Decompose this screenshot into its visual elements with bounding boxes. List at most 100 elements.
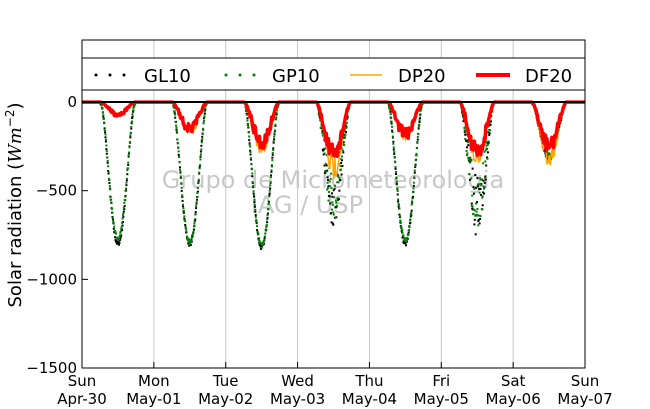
point-gl10-d1-52 — [194, 218, 197, 221]
point-gp10-d1-27 — [183, 215, 186, 218]
point-gl10-d3-59 — [341, 159, 344, 162]
point-gp10-d0-8 — [103, 121, 106, 124]
legend: GL10 GP10 DP20 DF20 — [81, 57, 586, 91]
point-gl10-d2-7 — [246, 117, 249, 120]
point-gl10-d3-63 — [342, 141, 345, 144]
point-gp10-d0-5 — [101, 111, 104, 114]
point-gl10-d3-36 — [330, 192, 333, 195]
point-gl10-d2-68 — [273, 138, 276, 141]
point-gp10-d3-51 — [337, 181, 340, 184]
x-tick-label-date-4: May-04 — [342, 390, 397, 408]
point-gp10-d0-46 — [119, 230, 122, 233]
point-gp10-d0-49 — [121, 221, 124, 224]
point-gp10-d2-60 — [269, 181, 272, 184]
point-gp10-d1-44 — [190, 237, 193, 240]
point-gp10-d2-6 — [246, 113, 249, 116]
point-gp10-d2-18 — [251, 172, 254, 175]
point-gp10-d1-33 — [185, 235, 188, 238]
point-gp10-d2-20 — [252, 184, 255, 187]
point-gl10-d4-5 — [389, 110, 392, 113]
point-gl10-d4-34 — [401, 235, 404, 238]
point-gl10-d4-11 — [391, 136, 394, 139]
point-gp10-d2-26 — [254, 215, 257, 218]
point-gp10-d2-66 — [272, 148, 275, 151]
point-gp10-d0-38 — [116, 236, 119, 239]
point-gp10-d3-47 — [335, 204, 338, 207]
point-gp10-d1-18 — [179, 170, 182, 173]
point-gp10-d4-17 — [394, 165, 397, 168]
x-tick-label-day-0: Sun — [68, 372, 97, 390]
point-gp10-d1-76 — [204, 104, 207, 107]
point-gp10-d2-4 — [245, 108, 248, 111]
point-gp10-d5-44 — [478, 183, 481, 186]
point-gp10-d1-54 — [195, 204, 198, 207]
y-tick-label-3: −1500 — [26, 359, 77, 377]
point-gl10-d2-63 — [270, 164, 273, 167]
point-gp10-d4-14 — [393, 151, 396, 154]
point-gp10-d1-42 — [189, 239, 192, 242]
point-gp10-d0-2 — [100, 104, 103, 107]
point-gp10-d3-72 — [346, 115, 349, 118]
point-gp10-d2-27 — [255, 218, 258, 221]
point-gl10-d0-59 — [125, 184, 128, 187]
point-gp10-d1-57 — [196, 192, 199, 195]
point-gl10-d3-71 — [346, 117, 349, 120]
point-gp10-d5-55 — [482, 187, 485, 190]
point-gl10-d0-73 — [131, 115, 134, 118]
point-gl10-d4-61 — [413, 171, 416, 174]
point-gp10-d4-69 — [417, 133, 420, 136]
point-gp10-d5-48 — [479, 178, 482, 181]
point-gp10-d5-58 — [484, 160, 487, 163]
point-gp10-d4-28 — [399, 219, 402, 222]
point-gl10-d0-6 — [102, 115, 105, 118]
point-gp10-d1-48 — [192, 230, 195, 233]
point-gp10-d5-52 — [481, 195, 484, 198]
point-gp10-d4-73 — [418, 114, 421, 117]
point-gp10-d2-29 — [256, 225, 259, 228]
point-gl10-d2-12 — [248, 142, 251, 145]
point-gp10-d5-54 — [482, 185, 485, 188]
point-gp10-d1-30 — [184, 225, 187, 228]
point-gp10-d4-41 — [405, 240, 408, 243]
point-gp10-d4-55 — [411, 200, 414, 203]
point-gp10-d4-76 — [420, 107, 423, 110]
point-gp10-d2-11 — [248, 135, 251, 138]
point-gp10-d1-8 — [175, 124, 178, 127]
point-gp10-d3-49 — [336, 197, 339, 200]
point-gp10-d0-12 — [104, 138, 107, 141]
point-gp10-d1-7 — [174, 120, 177, 123]
point-gp10-d0-69 — [129, 131, 132, 134]
point-gp10-d3-31 — [328, 180, 331, 183]
point-gl10-d0-16 — [106, 161, 109, 164]
point-gl10-d2-59 — [269, 187, 272, 190]
point-gl10-d5-19 — [467, 144, 470, 147]
point-gp10-d1-75 — [204, 107, 207, 110]
point-gp10-d5-15 — [465, 149, 468, 152]
point-gl10-d0-11 — [104, 136, 107, 139]
point-gp10-d4-46 — [407, 233, 410, 236]
point-gp10-d2-5 — [245, 110, 248, 113]
point-gl10-d5-68 — [488, 132, 491, 135]
point-gp10-d3-45 — [334, 199, 337, 202]
x-tick-label-date-7: May-07 — [557, 390, 612, 408]
point-gp10-d2-43 — [262, 241, 265, 244]
point-gp10-d0-63 — [127, 161, 130, 164]
point-gp10-d2-15 — [249, 157, 252, 160]
point-gp10-d2-12 — [248, 143, 251, 146]
y-axis-label-exponent: −2 — [3, 110, 17, 128]
point-gl10-d3-42 — [333, 187, 336, 190]
point-gp10-d3-10 — [319, 126, 322, 129]
point-gl10-d0-10 — [104, 131, 107, 134]
point-gp10-d1-19 — [179, 175, 182, 178]
point-gl10-d0-46 — [119, 235, 122, 238]
point-gp10-d0-18 — [107, 170, 110, 173]
point-gp10-d4-72 — [418, 119, 421, 122]
point-gp10-d4-35 — [402, 234, 405, 237]
point-gp10-d4-63 — [414, 159, 417, 162]
point-gp10-d4-54 — [410, 203, 413, 206]
point-gp10-d5-28 — [471, 194, 474, 197]
point-gl10-d3-57 — [340, 161, 343, 164]
point-gp10-d4-64 — [415, 154, 418, 157]
point-gp10-d5-65 — [487, 140, 490, 143]
point-gp10-d2-64 — [271, 159, 274, 162]
